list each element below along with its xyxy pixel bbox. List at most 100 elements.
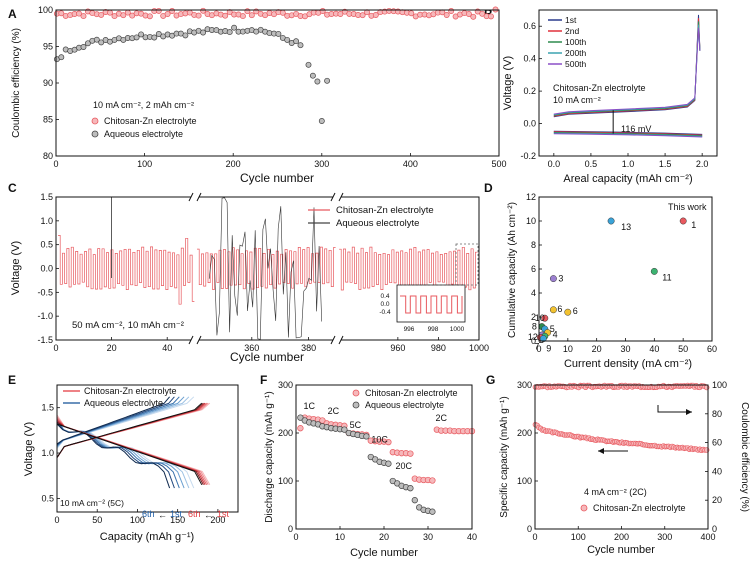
panel-d-ytick-label: 2 bbox=[531, 312, 536, 322]
panel-d-ytick-label: 10 bbox=[526, 216, 536, 226]
panel-d-xtick-label: 20 bbox=[592, 344, 602, 354]
panel-a-point-chitosan bbox=[76, 10, 82, 17]
panel-b-xtick-label: 1.5 bbox=[659, 159, 672, 169]
panel-a-point-aqueous bbox=[133, 34, 140, 41]
panel-g-right-ytick-label: 0 bbox=[712, 524, 717, 534]
panel-e-legend-chitosan: Chitosan-Zn electrolyte bbox=[84, 386, 177, 396]
panel-c-xtick-label: 20 bbox=[107, 343, 117, 353]
panel-b-curve-discharge-100th bbox=[553, 132, 703, 137]
panel-c-axis-break-slash bbox=[196, 335, 202, 345]
panel-f-ytick-label: 100 bbox=[278, 476, 293, 486]
panel-c-xtick-label: 0 bbox=[53, 343, 58, 353]
panel-letter-g: G bbox=[486, 373, 495, 387]
panel-f-rate-label: 1C bbox=[303, 401, 315, 411]
panel-f-point-chitosan bbox=[429, 477, 436, 484]
panel-d-point-label-6: 6 bbox=[573, 306, 578, 316]
panel-c-trace-chitosan bbox=[339, 246, 478, 291]
panel-c-inset: 0.4 0.0 -0.4 996 998 1000 bbox=[379, 284, 466, 333]
panel-b-legend-label-1st: 1st bbox=[565, 15, 577, 25]
panel-d-ytick-label: 8 bbox=[531, 240, 536, 250]
panel-d-point-label-11: 11 bbox=[662, 272, 671, 282]
panel-a-xtick-label: 400 bbox=[403, 159, 418, 169]
panel-a-point-aqueous bbox=[93, 36, 100, 43]
panel-e-label-ch-1st: 1st bbox=[217, 509, 230, 519]
panel-d-ytick-label: 6 bbox=[531, 264, 536, 274]
panel-a-point-chitosan bbox=[372, 12, 379, 18]
panel-d-point-6 bbox=[549, 306, 557, 314]
panel-d-point-3 bbox=[549, 275, 557, 283]
panel-b: 0.0 0.5 1.0 1.5 2.0 -0.2 0.0 0.2 0.4 0.6 Areal ca… bbox=[502, 9, 718, 185]
panel-a-point-aqueous bbox=[318, 118, 325, 124]
panel-d-xtick-label: 60 bbox=[707, 344, 717, 354]
panel-g-ylabel-right: Coulombic efficiency (%) bbox=[739, 402, 750, 512]
panel-c-axis-break-gap bbox=[191, 337, 199, 343]
panel-a-annotation: 10 mA cm⁻², 2 mAh cm⁻² bbox=[93, 100, 194, 110]
panel-a-point-chitosan bbox=[164, 11, 171, 17]
panel-letter-a: A bbox=[8, 7, 17, 21]
panel-a-xtick-label: 100 bbox=[137, 159, 152, 169]
panel-b-ytick-label: 0.2 bbox=[523, 86, 536, 96]
panel-d-point-label-7: 7 bbox=[534, 341, 539, 351]
panel-a-point-chitosan bbox=[169, 8, 176, 14]
panel-a-point-chitosan bbox=[443, 12, 450, 18]
panel-a: 0 100 200 300 400 500 80 85 90 95 100 Cycle number… bbox=[11, 5, 507, 185]
panel-e-curve-discharge-aqueous bbox=[56, 418, 185, 489]
panel-f-xlabel: Cycle number bbox=[350, 547, 418, 559]
panel-d-point-label-5: 5 bbox=[550, 324, 555, 334]
panel-c-ytick-label: 0.5 bbox=[40, 240, 53, 250]
panel-f-rate-label: 20C bbox=[396, 461, 413, 471]
panel-f-ylabel: Discharge capacity (mAh g⁻¹) bbox=[264, 391, 275, 522]
panel-c-axis-break-slash bbox=[188, 192, 194, 202]
panel-c-xtick-label: 1000 bbox=[469, 343, 489, 353]
panel-e-ytick-label: 1.5 bbox=[41, 403, 54, 413]
panel-g-xtick-label: 300 bbox=[657, 532, 672, 542]
panel-a-point-aqueous bbox=[324, 77, 331, 84]
panel-d-point-label-4: 4 bbox=[553, 330, 558, 340]
panel-f-rate-label: 2C bbox=[328, 406, 340, 416]
panel-a-point-chitosan bbox=[244, 8, 251, 15]
panel-g-xlabel: Cycle number bbox=[587, 544, 655, 556]
panel-a-ylabel: Coulombic efficiency (%) bbox=[11, 28, 22, 138]
panel-f-point-chitosan bbox=[407, 450, 414, 457]
panel-a-frame bbox=[55, 9, 500, 157]
panel-g-ytick-label: 300 bbox=[517, 380, 532, 390]
panel-f-frame bbox=[295, 384, 473, 530]
panel-b-curve-charge-500th bbox=[553, 27, 701, 115]
panel-a-point-chitosan bbox=[239, 13, 246, 20]
panel-c-inset-ytick-0: 0.4 bbox=[380, 293, 389, 300]
panel-a-point-aqueous bbox=[293, 38, 300, 45]
panel-a-point-aqueous bbox=[58, 54, 65, 61]
panel-e-ytick-label: 0.5 bbox=[41, 493, 54, 503]
panel-a-point-aqueous bbox=[231, 24, 238, 31]
panel-g-right-ytick-label: 100 bbox=[712, 380, 727, 390]
panel-a-legend-chitosan: Chitosan-Zn electrolyte bbox=[104, 116, 197, 126]
panel-b-legend-label-200th: 200th bbox=[565, 48, 587, 58]
panel-a-point-aqueous bbox=[200, 29, 207, 36]
panel-e-label-ch-6th: 6th bbox=[188, 509, 201, 519]
panel-g-xtick-label: 400 bbox=[700, 532, 715, 542]
panel-g-right-ytick-label: 80 bbox=[712, 409, 722, 419]
panel-a-point-aqueous bbox=[314, 78, 321, 85]
panel-c-ytick-label: -1.0 bbox=[37, 311, 53, 321]
panel-f: 0 10 20 30 40 0 100 200 300 Cycle number Dischar… bbox=[264, 380, 477, 559]
panel-a-legend-aqueous: Aqueous electrolyte bbox=[104, 129, 183, 139]
panel-g-arrow-left-head bbox=[598, 448, 604, 454]
panel-c-frame bbox=[55, 196, 480, 341]
panel-c-inset-ytick-2: -0.4 bbox=[379, 309, 391, 316]
panel-a-ytick-label: 100 bbox=[38, 5, 53, 15]
panel-a-point-aqueous bbox=[182, 32, 189, 39]
panel-a-point-chitosan bbox=[146, 13, 153, 20]
panel-a-xlabel: Cycle number bbox=[240, 171, 314, 185]
panel-d-point-label-6: 6 bbox=[557, 304, 562, 314]
panel-g-ytick-label: 0 bbox=[527, 524, 532, 534]
panel-d-point-10 bbox=[541, 314, 549, 322]
panel-e-curve-discharge-aqueous bbox=[56, 416, 190, 489]
panel-c-ytick-label: 0.0 bbox=[40, 264, 53, 274]
panel-c-xtick-label: 960 bbox=[390, 343, 405, 353]
panel-c-axis-break-gap bbox=[333, 194, 341, 200]
panel-g-ytick-label: 200 bbox=[517, 428, 532, 438]
panel-a-xtick-label: 500 bbox=[491, 159, 506, 169]
panel-f-legend-marker-chitosan bbox=[352, 389, 360, 397]
panel-b-xtick-label: 0.0 bbox=[548, 159, 561, 169]
